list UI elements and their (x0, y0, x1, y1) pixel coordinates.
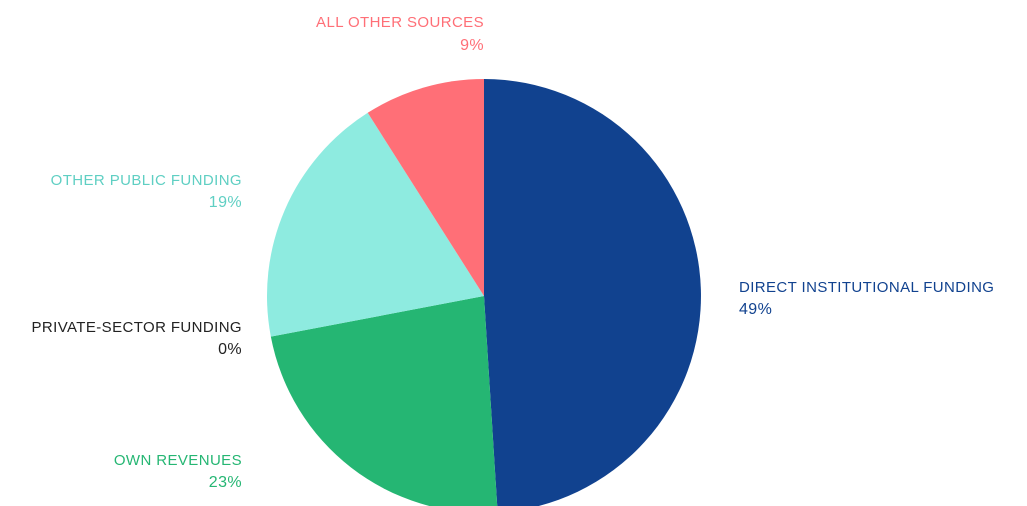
pie-slice-other-public-funding (266, 112, 484, 337)
slice-label-private-sector-funding: PRIVATE-SECTOR FUNDING 0% (32, 319, 242, 358)
slice-label-other-public-funding: OTHER PUBLIC FUNDING 19% (51, 172, 242, 211)
pie-slices (266, 79, 701, 506)
pie-slice-all-other-sources (367, 79, 484, 296)
slice-label-own-revenues: OWN REVENUES 23% (114, 452, 242, 491)
slice-label-name: DIRECT INSTITUTIONAL FUNDING (739, 279, 994, 296)
slice-label-name: PRIVATE-SECTOR FUNDING (32, 319, 242, 336)
slice-label-value: 0% (218, 341, 242, 358)
slice-label-value: 49% (739, 301, 772, 318)
slice-label-value: 19% (209, 194, 242, 211)
slice-label-name: OTHER PUBLIC FUNDING (51, 172, 242, 189)
pie-slice-own-revenues (270, 296, 498, 506)
slice-label-all-other-sources: ALL OTHER SOURCES 9% (316, 14, 484, 54)
slice-label-value: 9% (460, 37, 484, 54)
slice-label-direct-institutional-funding: DIRECT INSTITUTIONAL FUNDING 49% (739, 279, 994, 318)
slice-label-name: ALL OTHER SOURCES (316, 14, 484, 31)
slice-label-value: 23% (209, 474, 242, 491)
slice-label-name: OWN REVENUES (114, 452, 242, 469)
pie-slice-direct-institutional-funding (484, 79, 701, 506)
